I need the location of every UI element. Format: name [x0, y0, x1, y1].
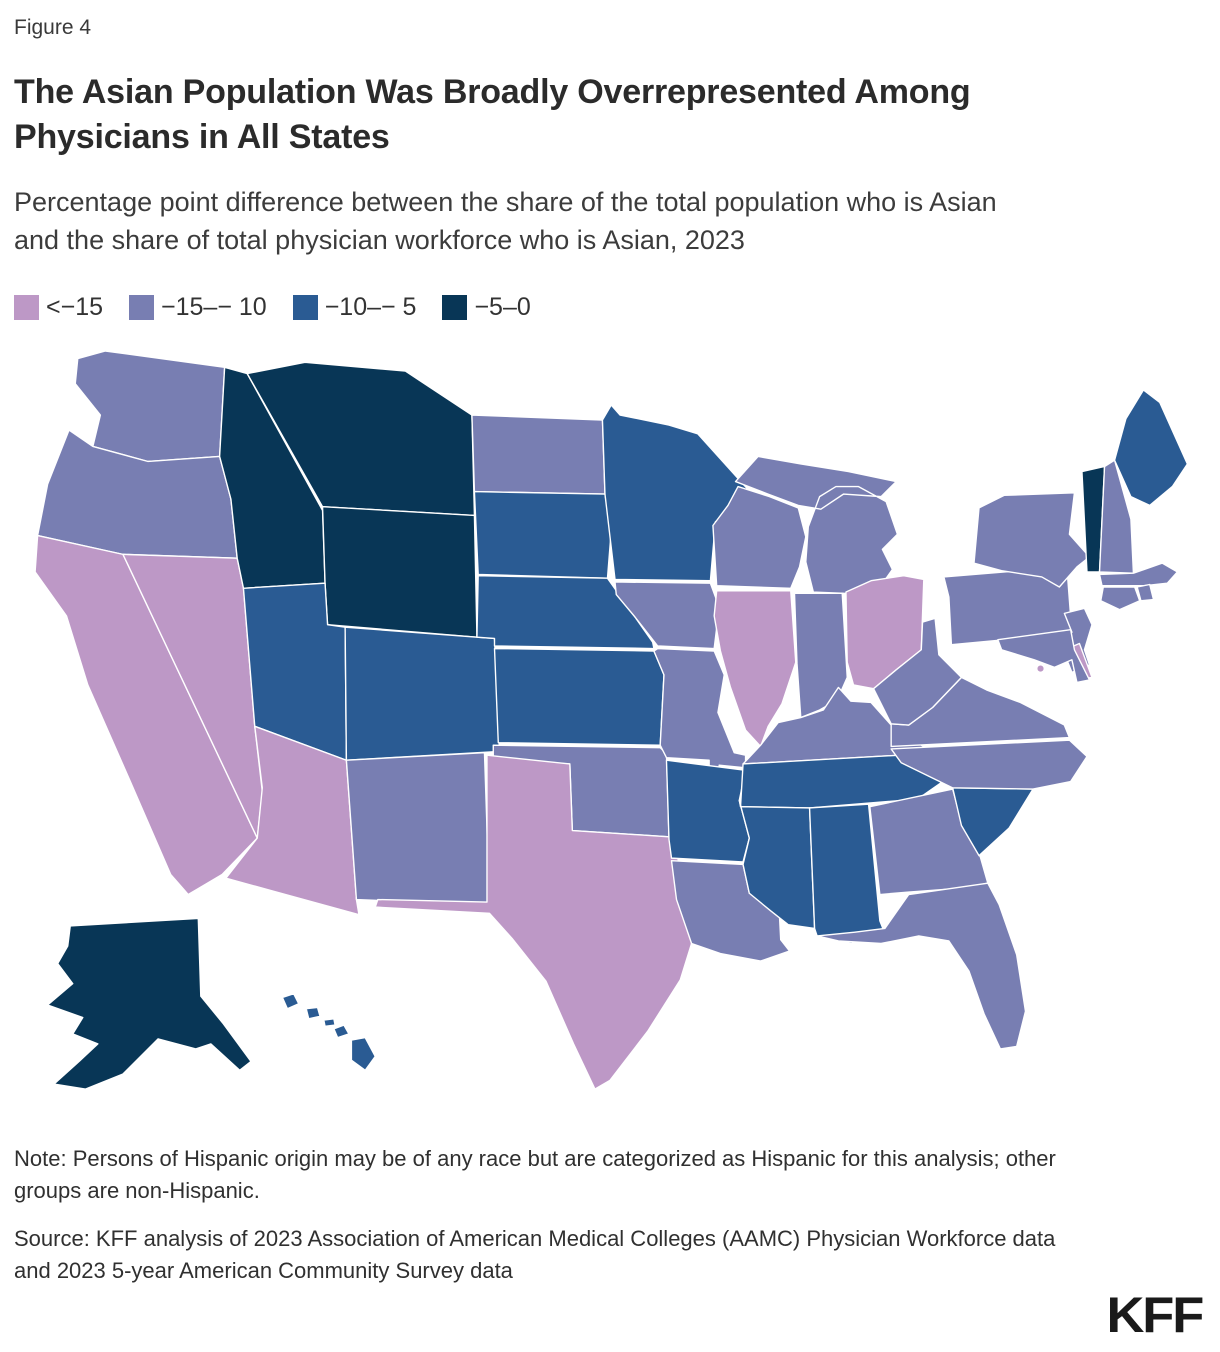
kff-logo: KFF [1106, 1287, 1204, 1343]
us-choropleth-map [10, 346, 1215, 1107]
legend-swatch-lt15 [14, 295, 39, 321]
state-md[interactable] [997, 629, 1091, 684]
state-tx[interactable] [374, 754, 693, 1090]
page-title: The Asian Population Was Broadly Overrep… [14, 73, 971, 156]
state-fl[interactable] [816, 882, 1027, 1050]
state-nm[interactable] [345, 752, 491, 906]
legend-item-lt15: <−15 [14, 293, 103, 322]
legend-item-n15-10: −15–− 10 [129, 293, 267, 322]
legend-swatch-n10-5 [292, 295, 318, 321]
state-nd[interactable] [471, 414, 606, 495]
legend-swatch-n5-0 [442, 295, 468, 321]
state-sd[interactable] [473, 491, 612, 580]
state-wa[interactable] [74, 350, 226, 463]
legend: <−15 −15–− 10 −10–− 5 −5–0 [14, 293, 1206, 322]
state-nh[interactable] [1098, 459, 1135, 575]
subtitle: Percentage point difference between the … [14, 186, 997, 255]
state-me[interactable] [1113, 389, 1189, 507]
legend-item-n5-0: −5–0 [442, 293, 531, 322]
legend-swatch-n15-10 [129, 295, 155, 321]
legend-label-lt15: <−15 [46, 293, 104, 322]
state-mi[interactable] [734, 455, 899, 596]
source-text: Source: KFF analysis of 2023 Association… [14, 1225, 1056, 1283]
state-hi[interactable] [281, 993, 376, 1072]
figure-label: Figure 4 [14, 16, 92, 39]
state-ma[interactable] [1098, 562, 1179, 587]
legend-label-n10-5: −10–− 5 [324, 293, 417, 322]
state-ri[interactable] [1136, 583, 1155, 602]
state-co[interactable] [344, 626, 501, 762]
state-ia[interactable] [614, 581, 720, 650]
note-text: Note: Persons of Hispanic origin may be … [14, 1145, 1056, 1203]
state-wy[interactable] [321, 506, 478, 639]
state-ar[interactable] [665, 759, 751, 863]
state-wi[interactable] [712, 486, 807, 590]
state-nc[interactable] [890, 739, 1088, 790]
state-ak[interactable] [46, 917, 252, 1090]
state-ks[interactable] [493, 647, 665, 747]
footer: Note: Persons of Hispanic origin may be … [14, 1143, 1206, 1287]
legend-item-n10-5: −10–− 5 [292, 293, 417, 322]
legend-label-n15-10: −15–− 10 [161, 293, 267, 322]
state-dc[interactable] [1036, 664, 1045, 674]
state-wv[interactable] [872, 617, 963, 726]
state-ct[interactable] [1100, 586, 1141, 611]
legend-label-n5-0: −5–0 [474, 293, 531, 322]
